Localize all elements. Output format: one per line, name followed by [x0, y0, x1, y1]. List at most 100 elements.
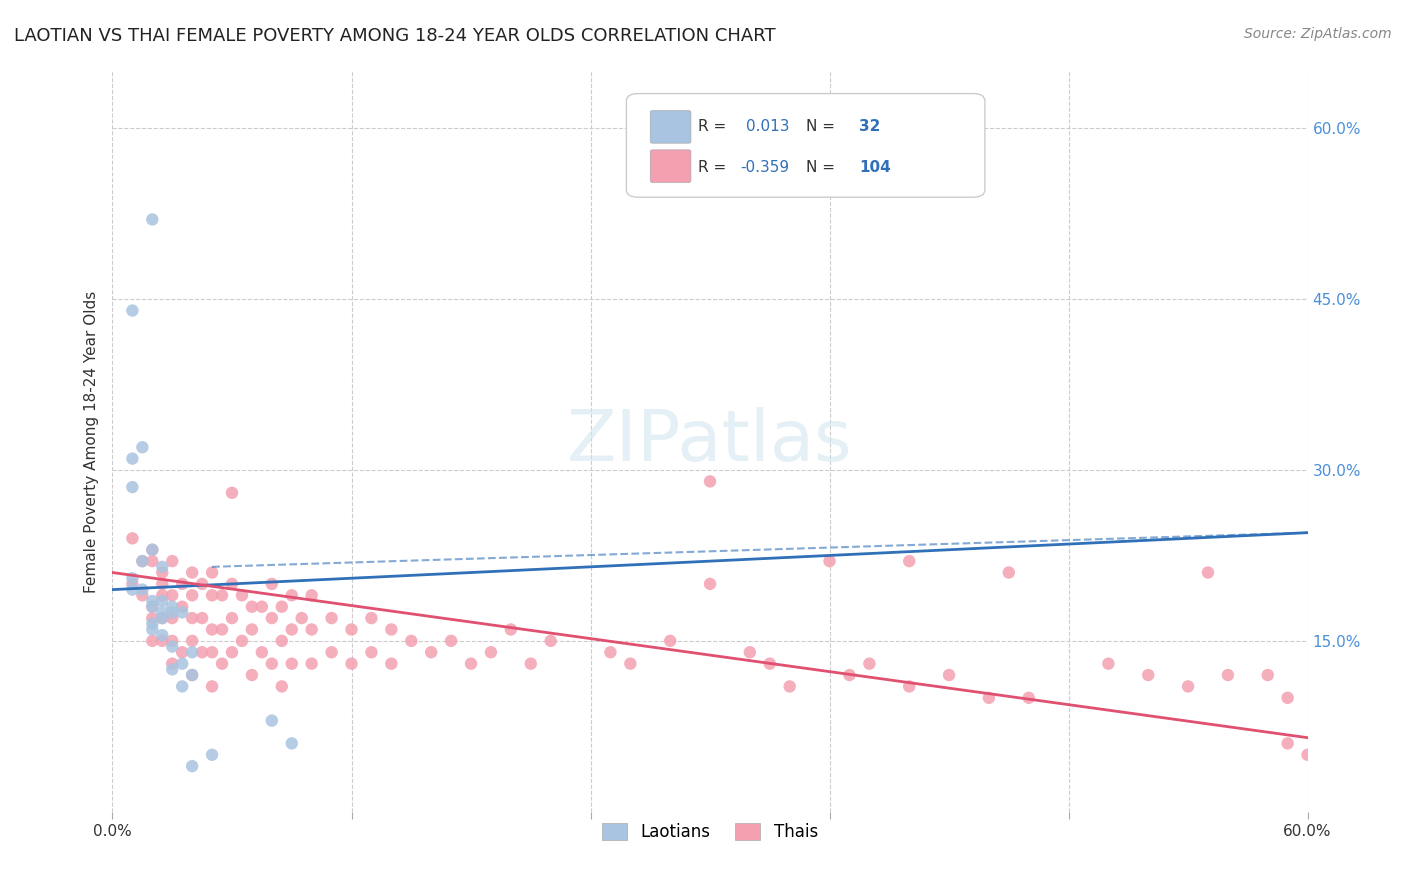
Thais: [270, 680, 292, 694]
Text: LAOTIAN VS THAI FEMALE POVERTY AMONG 18-24 YEAR OLDS CORRELATION CHART: LAOTIAN VS THAI FEMALE POVERTY AMONG 18-…: [14, 27, 776, 45]
Thais: [250, 599, 273, 614]
Thais: [301, 588, 323, 602]
Thais: [301, 657, 323, 671]
Thais: [141, 611, 163, 625]
Laotians: [172, 657, 194, 671]
Thais: [460, 657, 482, 671]
Thais: [221, 611, 243, 625]
Thais: [191, 611, 214, 625]
Thais: [260, 611, 283, 625]
Thais: [181, 668, 204, 682]
Laotians: [201, 747, 224, 762]
Thais: [201, 566, 224, 580]
Laotians: [141, 212, 163, 227]
Thais: [340, 657, 363, 671]
Legend: Laotians, Thais: Laotians, Thais: [595, 816, 825, 847]
Laotians: [141, 616, 163, 631]
Thais: [162, 633, 183, 648]
Laotians: [181, 645, 204, 659]
Laotians: [260, 714, 283, 728]
Thais: [520, 657, 543, 671]
Thais: [1257, 668, 1279, 682]
Thais: [699, 475, 721, 489]
Laotians: [162, 640, 183, 654]
Thais: [260, 657, 283, 671]
Laotians: [281, 736, 304, 750]
Thais: [1137, 668, 1160, 682]
Thais: [201, 680, 224, 694]
Text: Source: ZipAtlas.com: Source: ZipAtlas.com: [1244, 27, 1392, 41]
Thais: [231, 633, 253, 648]
Laotians: [150, 559, 173, 574]
Thais: [321, 645, 343, 659]
Thais: [211, 657, 233, 671]
Laotians: [162, 606, 183, 620]
Thais: [240, 599, 263, 614]
Thais: [191, 645, 214, 659]
Thais: [150, 633, 173, 648]
Thais: [141, 633, 163, 648]
Laotians: [162, 599, 183, 614]
Thais: [281, 588, 304, 602]
Thais: [898, 554, 921, 568]
Thais: [150, 566, 173, 580]
Thais: [162, 554, 183, 568]
Laotians: [150, 594, 173, 608]
Laotians: [141, 623, 163, 637]
Thais: [211, 623, 233, 637]
Thais: [479, 645, 502, 659]
Thais: [998, 566, 1021, 580]
Text: 0.013: 0.013: [747, 120, 789, 135]
Thais: [659, 633, 682, 648]
Laotians: [141, 599, 163, 614]
Thais: [150, 588, 173, 602]
Thais: [121, 577, 143, 591]
Thais: [172, 645, 194, 659]
Thais: [380, 657, 402, 671]
Thais: [240, 668, 263, 682]
Text: -0.359: -0.359: [740, 160, 789, 175]
Laotians: [150, 628, 173, 642]
Thais: [738, 645, 761, 659]
Laotians: [141, 542, 163, 557]
Thais: [281, 657, 304, 671]
Thais: [172, 577, 194, 591]
Thais: [838, 668, 860, 682]
FancyBboxPatch shape: [627, 94, 986, 197]
Laotians: [172, 606, 194, 620]
Thais: [131, 588, 153, 602]
Thais: [150, 611, 173, 625]
Laotians: [121, 303, 143, 318]
Thais: [818, 554, 841, 568]
Thais: [201, 623, 224, 637]
Laotians: [181, 668, 204, 682]
Thais: [759, 657, 782, 671]
Thais: [858, 657, 880, 671]
Laotians: [150, 606, 173, 620]
Text: ZIPatlas: ZIPatlas: [567, 407, 853, 476]
Thais: [360, 611, 382, 625]
Laotians: [131, 554, 153, 568]
Thais: [340, 623, 363, 637]
Thais: [121, 532, 143, 546]
Thais: [321, 611, 343, 625]
Thais: [301, 623, 323, 637]
Thais: [172, 599, 194, 614]
Laotians: [141, 594, 163, 608]
Thais: [191, 577, 214, 591]
Thais: [1296, 747, 1319, 762]
Laotians: [121, 571, 143, 585]
Thais: [401, 633, 423, 648]
Text: R =: R =: [699, 160, 731, 175]
Thais: [1177, 680, 1199, 694]
Laotians: [162, 662, 183, 676]
Thais: [699, 577, 721, 591]
Thais: [938, 668, 960, 682]
Text: 32: 32: [859, 120, 880, 135]
Thais: [360, 645, 382, 659]
Thais: [162, 611, 183, 625]
FancyBboxPatch shape: [651, 150, 690, 183]
Thais: [181, 588, 204, 602]
Thais: [1277, 690, 1299, 705]
Thais: [141, 599, 163, 614]
